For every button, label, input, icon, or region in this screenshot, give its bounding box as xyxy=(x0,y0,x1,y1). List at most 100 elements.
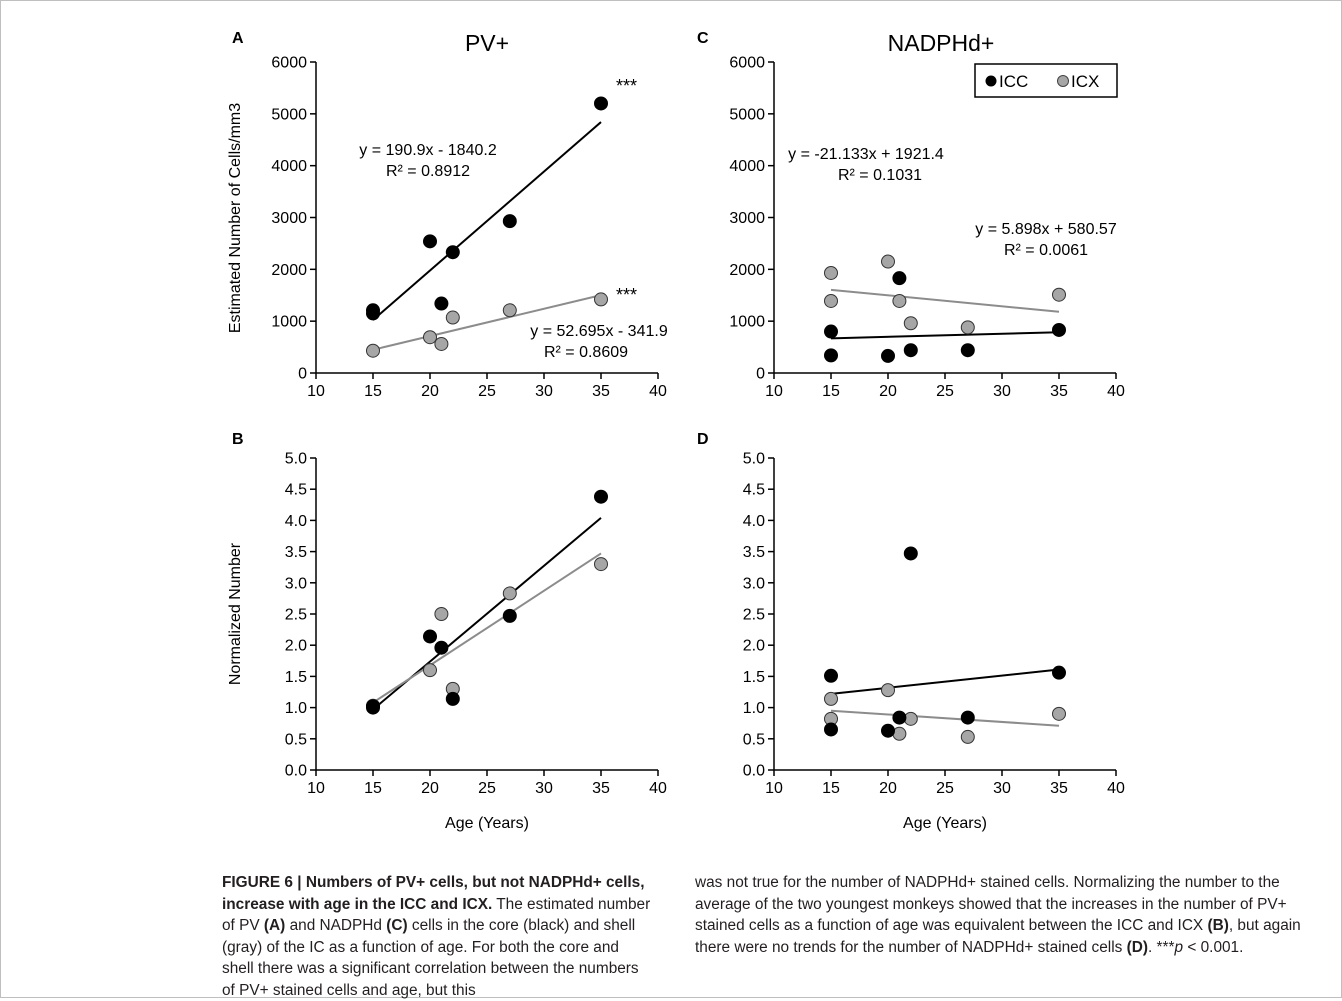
y-tick-label: 1.5 xyxy=(743,669,765,686)
y-tick-label: 3000 xyxy=(729,210,765,227)
y-tick-label: 4000 xyxy=(729,158,765,175)
data-point-icc xyxy=(824,324,838,339)
panel-letter: B xyxy=(232,431,244,448)
data-point-icc xyxy=(434,296,449,311)
trendline-icc xyxy=(372,121,602,321)
x-tick-label: 35 xyxy=(592,780,610,797)
x-tick-label: 25 xyxy=(936,383,954,400)
data-point-icx xyxy=(1052,287,1066,302)
y-tick-label: 2000 xyxy=(729,262,765,279)
y-tick-label: 2.0 xyxy=(743,638,765,655)
caption-right: was not true for the number of NADPHd+ s… xyxy=(695,872,1331,958)
y-tick-label: 2.5 xyxy=(285,607,307,624)
legend-marker-icc xyxy=(985,75,997,87)
data-point-icx xyxy=(366,343,380,358)
x-tick-label: 30 xyxy=(535,780,553,797)
data-point-icc xyxy=(892,710,907,725)
y-tick-label: 3.5 xyxy=(743,544,765,561)
y-tick-label: 0.0 xyxy=(285,763,307,780)
data-point-icc xyxy=(423,629,437,644)
caption-ref-c: (C) xyxy=(386,917,408,934)
plot-layer: 0 1000 2000 3000 4000 5000 6000 10 15 20 25 30 35 40 0… xyxy=(271,55,1125,798)
panel-letter: A xyxy=(232,30,244,47)
legend-box xyxy=(974,63,1118,98)
caption-ref-b: (B) xyxy=(1207,917,1229,934)
data-point-icc xyxy=(960,343,975,358)
y-tick-label: 6000 xyxy=(271,55,307,72)
y-tick-label: 1000 xyxy=(729,314,765,331)
data-point-icx xyxy=(434,336,449,351)
caption-ref-d: (D) xyxy=(1126,938,1148,956)
data-point-icx xyxy=(502,586,517,601)
y-tick-label: 3.0 xyxy=(285,575,307,592)
trendline-icx xyxy=(372,294,602,351)
data-point-icc xyxy=(903,546,918,561)
data-point-icc xyxy=(881,723,895,738)
x-tick-label: 25 xyxy=(936,780,954,797)
caption-title: FIGURE 6 | Numbers of PV+ cells, but not… xyxy=(222,874,645,913)
data-point-icx xyxy=(960,729,975,744)
data-point-icc xyxy=(824,668,838,683)
r2-icc: R² = 0.8912 xyxy=(386,163,470,180)
trendline-icx xyxy=(830,288,1060,313)
y-tick-label: 2.5 xyxy=(743,607,765,624)
x-tick-label: 10 xyxy=(307,780,325,797)
x-tick-label: 40 xyxy=(1107,383,1125,400)
x-tick-label: 25 xyxy=(478,780,496,797)
legend-marker-icx xyxy=(1057,75,1069,87)
equation-icx: y = -21.133x + 1921.4 xyxy=(788,146,944,163)
y-tick-label: 4.0 xyxy=(285,513,307,530)
significance-icc: *** xyxy=(616,76,637,96)
data-point-icc xyxy=(502,608,517,623)
y-axis-label: Estimated Number of Cells/mm3 xyxy=(227,103,244,333)
x-tick-label: 15 xyxy=(822,383,840,400)
data-point-icx xyxy=(502,303,517,318)
y-tick-label: 2000 xyxy=(271,262,307,279)
data-point-icx xyxy=(881,683,895,698)
x-tick-label: 40 xyxy=(649,383,667,400)
data-point-icx xyxy=(824,691,838,706)
caption-text: , but again there were no trends for the… xyxy=(695,917,1301,956)
r2-icx: R² = 0.8609 xyxy=(544,344,628,361)
data-point-icc xyxy=(366,306,380,321)
data-point-icc xyxy=(892,271,907,286)
caption-text: cells in the core (black) and shell (gra… xyxy=(222,917,639,999)
x-tick-label: 20 xyxy=(879,780,897,797)
trendline-icc xyxy=(830,331,1060,340)
caption-text: was not true for the number of NADPHd+ s… xyxy=(695,874,1287,934)
y-tick-label: 6000 xyxy=(729,55,765,72)
x-tick-label: 30 xyxy=(535,383,553,400)
data-point-icc xyxy=(1052,322,1066,337)
trendline-icc xyxy=(830,668,1060,695)
panel-title: PV+ xyxy=(465,30,509,56)
y-tick-label: 5000 xyxy=(729,106,765,123)
y-tick-label: 1.5 xyxy=(285,669,307,686)
caption-text: and NADPHd xyxy=(285,917,387,934)
y-tick-label: 5.0 xyxy=(285,451,307,468)
caption-ref-a: (A) xyxy=(263,917,286,934)
y-tick-label: 5000 xyxy=(271,106,307,123)
y-tick-label: 0 xyxy=(298,366,307,383)
panel-a: A PV+ Estimated Number of Cells/mm3 y = … xyxy=(227,30,668,361)
data-point-icx xyxy=(960,320,975,335)
data-point-icc xyxy=(434,640,449,655)
x-tick-label: 10 xyxy=(307,383,325,400)
data-point-icc xyxy=(445,691,460,706)
caption-text: The estimated number of PV xyxy=(222,895,651,935)
data-point-icc xyxy=(594,96,608,111)
caption-p: p xyxy=(1174,938,1184,956)
data-point-icc xyxy=(824,722,838,737)
y-tick-label: 0.5 xyxy=(285,731,307,748)
x-tick-label: 20 xyxy=(879,383,897,400)
x-tick-label: 35 xyxy=(1050,780,1068,797)
y-tick-label: 3.0 xyxy=(743,575,765,592)
panel-b: B Normalized Number Age (Years) xyxy=(227,431,529,832)
data-point-icc xyxy=(824,348,838,363)
data-point-icx xyxy=(1052,706,1066,721)
y-tick-label: 1.0 xyxy=(285,700,307,717)
legend-label-icc: ICC xyxy=(999,72,1028,91)
data-point-icc xyxy=(423,234,437,249)
data-point-icx xyxy=(824,293,838,308)
x-tick-label: 10 xyxy=(765,383,783,400)
x-tick-label: 30 xyxy=(993,780,1011,797)
